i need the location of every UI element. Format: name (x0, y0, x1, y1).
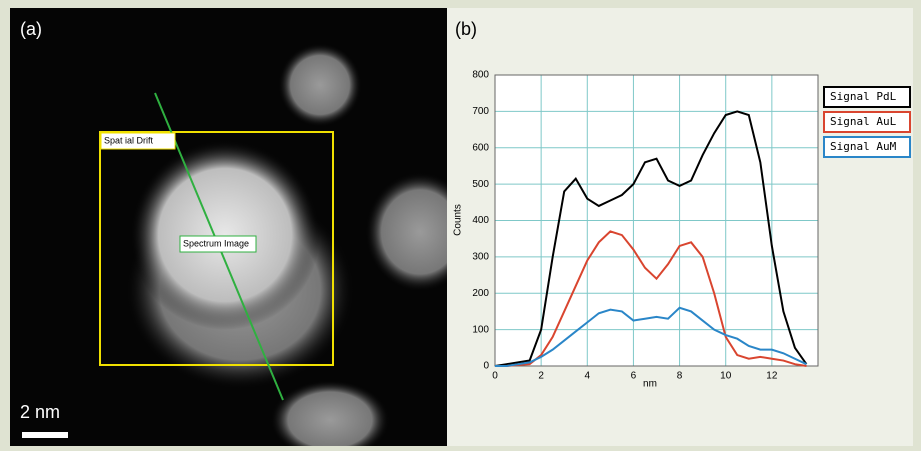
x-tick-label: 6 (631, 371, 637, 382)
box-label: Spat ial Drift (104, 135, 154, 145)
panel-a: Spat ial Drift Spectrum Image (a) 2 nm (10, 8, 475, 451)
y-tick-label: 300 (472, 252, 489, 263)
x-tick-label: 8 (677, 371, 683, 382)
x-tick-label: 0 (492, 371, 498, 382)
particle (270, 380, 390, 451)
y-tick-label: 200 (472, 288, 489, 299)
y-tick-label: 100 (472, 324, 489, 335)
legend-box (823, 111, 911, 133)
y-tick-label: 600 (472, 142, 489, 153)
y-tick-label: 400 (472, 215, 489, 226)
legend-box (823, 136, 911, 158)
legend-label: Signal AuL (830, 115, 897, 128)
legend-label: Signal AuM (830, 140, 897, 153)
particle (278, 43, 362, 127)
series-line (495, 306, 807, 367)
label-box (100, 132, 176, 150)
y-tick-label: 0 (483, 361, 489, 372)
particle (130, 140, 320, 330)
legend-label: Signal PdL (830, 90, 897, 103)
scale-label: 2 nm (20, 402, 60, 422)
line-label: Spectrum Image (183, 238, 249, 248)
series-line (494, 110, 808, 367)
panel-label: (b) (455, 19, 477, 39)
label-box (179, 235, 257, 253)
x-tick-label: 4 (585, 371, 591, 382)
y-axis-label: Counts (453, 204, 464, 236)
x-tick-label: 10 (720, 371, 732, 382)
y-tick-label: 700 (472, 106, 489, 117)
x-tick-label: 12 (766, 371, 778, 382)
x-axis-label: nm (643, 379, 657, 390)
panel-label: (a) (20, 19, 42, 39)
y-tick-label: 500 (472, 179, 489, 190)
scale-bar (22, 432, 68, 438)
y-tick-label: 800 (472, 70, 489, 81)
series-line (495, 230, 807, 367)
legend-box (823, 86, 911, 108)
x-tick-label: 2 (538, 371, 544, 382)
drift-box (99, 131, 334, 366)
plot-frame (494, 74, 819, 367)
